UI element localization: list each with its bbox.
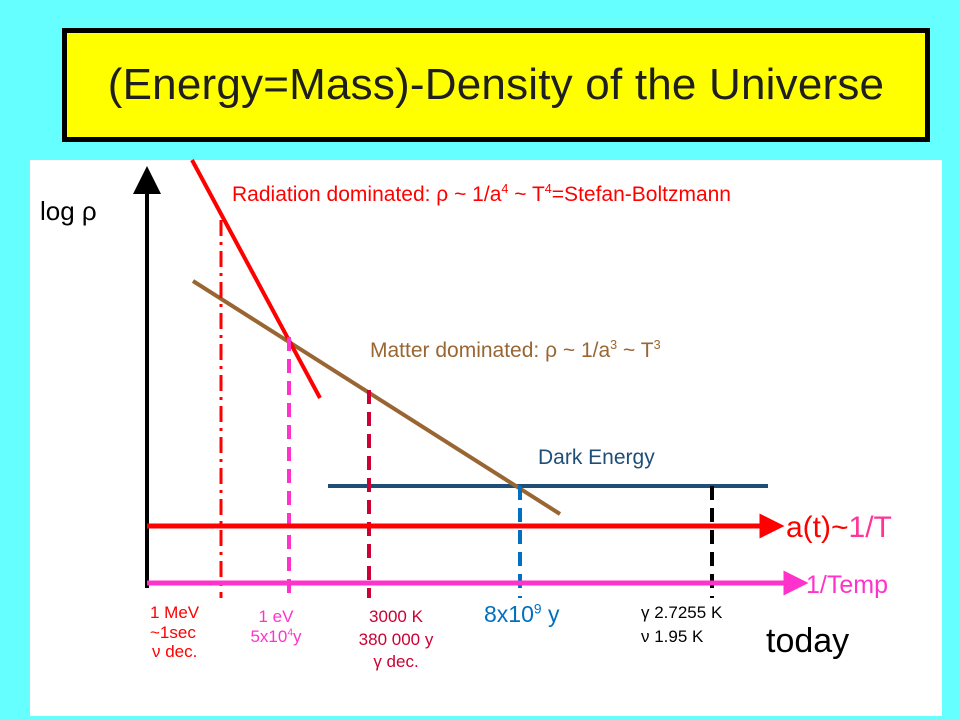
matter-line xyxy=(191,279,562,516)
y-axis-label: log ρ xyxy=(40,196,97,226)
radiation-line xyxy=(190,159,322,399)
diagram-panel xyxy=(30,160,942,716)
dark-energy-label: Dark Energy xyxy=(538,446,655,469)
today-temperatures-label: γ 2.7255 K ν 1.95 K xyxy=(641,603,723,646)
equality-label: 1 eV 5x104y xyxy=(250,607,302,646)
dark-energy-onset-label: 8x109 y xyxy=(484,601,560,627)
nu-decoupling-label: 1 MeV ~1sec ν dec. xyxy=(150,603,200,662)
inverse-temp-label: 1/Temp xyxy=(806,571,888,599)
recombination-label: 3000 K 380 000 y γ dec. xyxy=(358,607,434,672)
scale-factor-label: a(t)~1/T xyxy=(786,511,892,544)
matter-label: Matter dominated: ρ ~ 1/a3 ~ T3 xyxy=(370,338,661,362)
today-label: today xyxy=(766,622,850,660)
title-box: (Energy=Mass)-Density of the Universe xyxy=(62,28,930,142)
page-title: (Energy=Mass)-Density of the Universe xyxy=(107,60,885,109)
radiation-label: Radiation dominated: ρ ~ 1/a4 ~ T4=Stefa… xyxy=(232,182,731,206)
